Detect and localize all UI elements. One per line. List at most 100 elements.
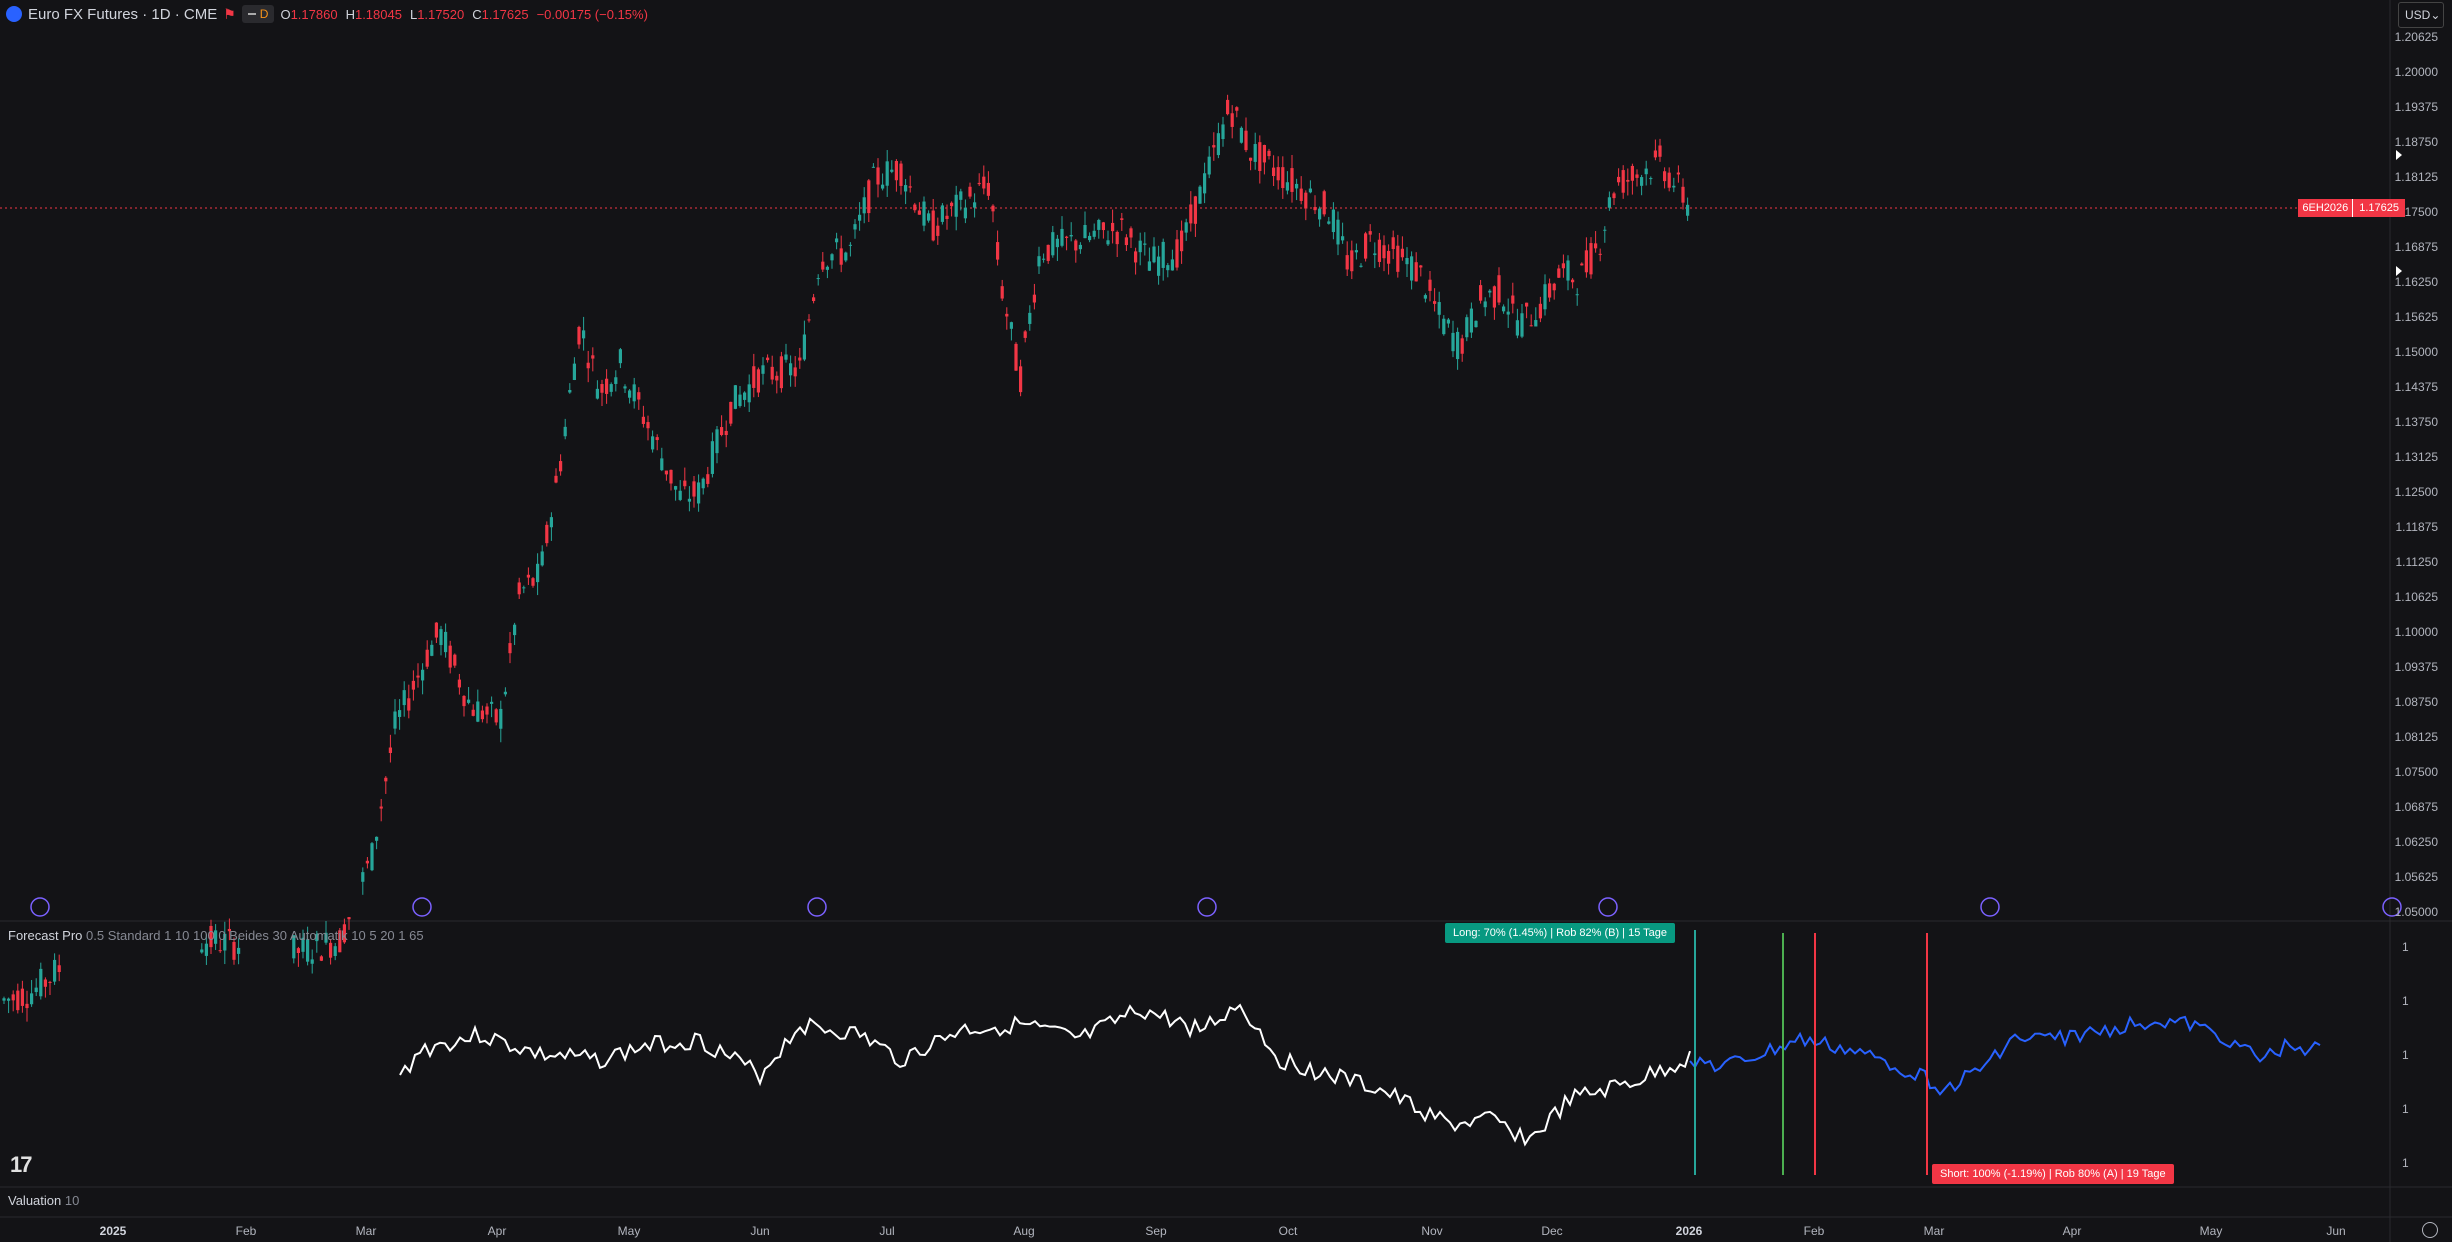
candle-body (1134, 251, 1138, 263)
candle-body (393, 711, 397, 729)
candle-body (973, 202, 977, 208)
time-axis-label: 2026 (1675, 1224, 1703, 1238)
candle-body (802, 334, 806, 360)
candle-body (1055, 238, 1059, 248)
candle-body (789, 363, 793, 376)
candle-body (43, 979, 47, 987)
candle-body (1672, 185, 1676, 188)
candle-body (1483, 301, 1487, 308)
event-arrow-icon (1980, 897, 2000, 917)
candle-body (1336, 219, 1340, 245)
candle-body (200, 949, 204, 953)
candle-body (899, 163, 903, 186)
price-axis-label: 1.06250 (2394, 835, 2438, 849)
candle-body (991, 205, 995, 212)
candle-body (57, 965, 61, 973)
candle-body (1304, 192, 1308, 209)
candle-body (609, 384, 613, 392)
candle-body (1428, 279, 1432, 291)
candle-body (1111, 222, 1115, 232)
candle-body (453, 654, 457, 666)
candle-body (1589, 243, 1593, 275)
candle-body (1046, 244, 1050, 261)
candle-body (844, 252, 848, 261)
forecast-indicator-label[interactable]: Forecast Pro 0.5 Standard 1 10 100 0 Bei… (8, 928, 424, 943)
currency-select[interactable]: USD ⌄ (2398, 2, 2444, 28)
candle-body (1285, 182, 1289, 191)
candle-body (1474, 320, 1478, 328)
candle-body (476, 701, 480, 722)
candle-body (1663, 171, 1667, 182)
candle-body (402, 690, 406, 706)
candle-body (572, 363, 576, 380)
candle-body (1534, 320, 1538, 327)
candle-body (710, 441, 714, 474)
candle-body (490, 701, 494, 704)
candle-body (977, 182, 981, 185)
time-axis-label: Aug (1013, 1224, 1035, 1238)
time-axis-label: Jul (879, 1224, 895, 1238)
candle-body (1497, 275, 1501, 303)
candle-body (1607, 197, 1611, 208)
valuation-indicator-label[interactable]: Valuation 10 (8, 1193, 80, 1208)
candle-body (1686, 204, 1690, 216)
candle-body (582, 330, 586, 339)
candle-body (1396, 245, 1400, 272)
candle-body (1244, 130, 1248, 151)
price-axis-label: 1.15000 (2394, 345, 2438, 359)
candle-body (968, 186, 972, 197)
candle-body (1667, 172, 1671, 188)
candle-body (1617, 176, 1621, 183)
time-axis-label: Oct (1278, 1224, 1298, 1238)
last-price-tag: 6EH2026 1.17625 (2298, 199, 2405, 217)
time-axis-label: Apr (2062, 1224, 2082, 1238)
candle-body (1120, 218, 1124, 220)
candle-body (1603, 229, 1607, 231)
candle-body (720, 427, 724, 436)
chevron-down-icon: ⌄ (2430, 8, 2441, 22)
candle-body (559, 461, 563, 472)
candle-body (1212, 145, 1216, 148)
price-axis-label: 1.14375 (2394, 380, 2438, 394)
price-axis-label: 1.05000 (2394, 905, 2438, 919)
candle-body (508, 643, 512, 654)
candle-body (1387, 250, 1391, 264)
candle-body (375, 836, 379, 841)
candle-body (545, 524, 549, 544)
candle-body (485, 706, 489, 715)
price-axis-label: 1.18750 (2394, 135, 2438, 149)
symbol-title[interactable]: Euro FX Futures · 1D · CME (28, 5, 218, 23)
candle-body (342, 924, 346, 943)
candle-body (223, 933, 227, 951)
candle-body (1364, 233, 1368, 259)
data-badge[interactable]: D (241, 5, 275, 23)
candle-body (462, 695, 466, 707)
candle-body (1456, 331, 1460, 360)
flag-icon[interactable]: ⚑ (223, 5, 236, 22)
candle-body (982, 176, 986, 189)
candle-body (908, 186, 912, 188)
candle-body (1203, 173, 1207, 194)
candle-body (1042, 258, 1046, 260)
candle-body (1377, 239, 1381, 262)
candle-body (1092, 230, 1096, 237)
candle-body (1594, 243, 1598, 249)
candle-body (862, 197, 866, 214)
candle-body (1612, 193, 1616, 199)
candle-body (1543, 284, 1547, 310)
candle-body (1101, 222, 1105, 231)
candle-body (434, 622, 438, 638)
candle-body (1598, 253, 1602, 255)
candle-body (807, 319, 811, 321)
candle-body (1658, 145, 1662, 157)
candle-body (1391, 237, 1395, 250)
price-axis-label: 1.07500 (2394, 765, 2438, 779)
candle-body (1272, 167, 1276, 176)
candle-body (674, 486, 678, 490)
candle-body (885, 161, 889, 186)
settings-icon[interactable] (2422, 1222, 2438, 1238)
candle-body (954, 194, 958, 217)
candle-body (1152, 246, 1156, 263)
tradingview-logo-icon[interactable]: 17 (10, 1152, 33, 1177)
